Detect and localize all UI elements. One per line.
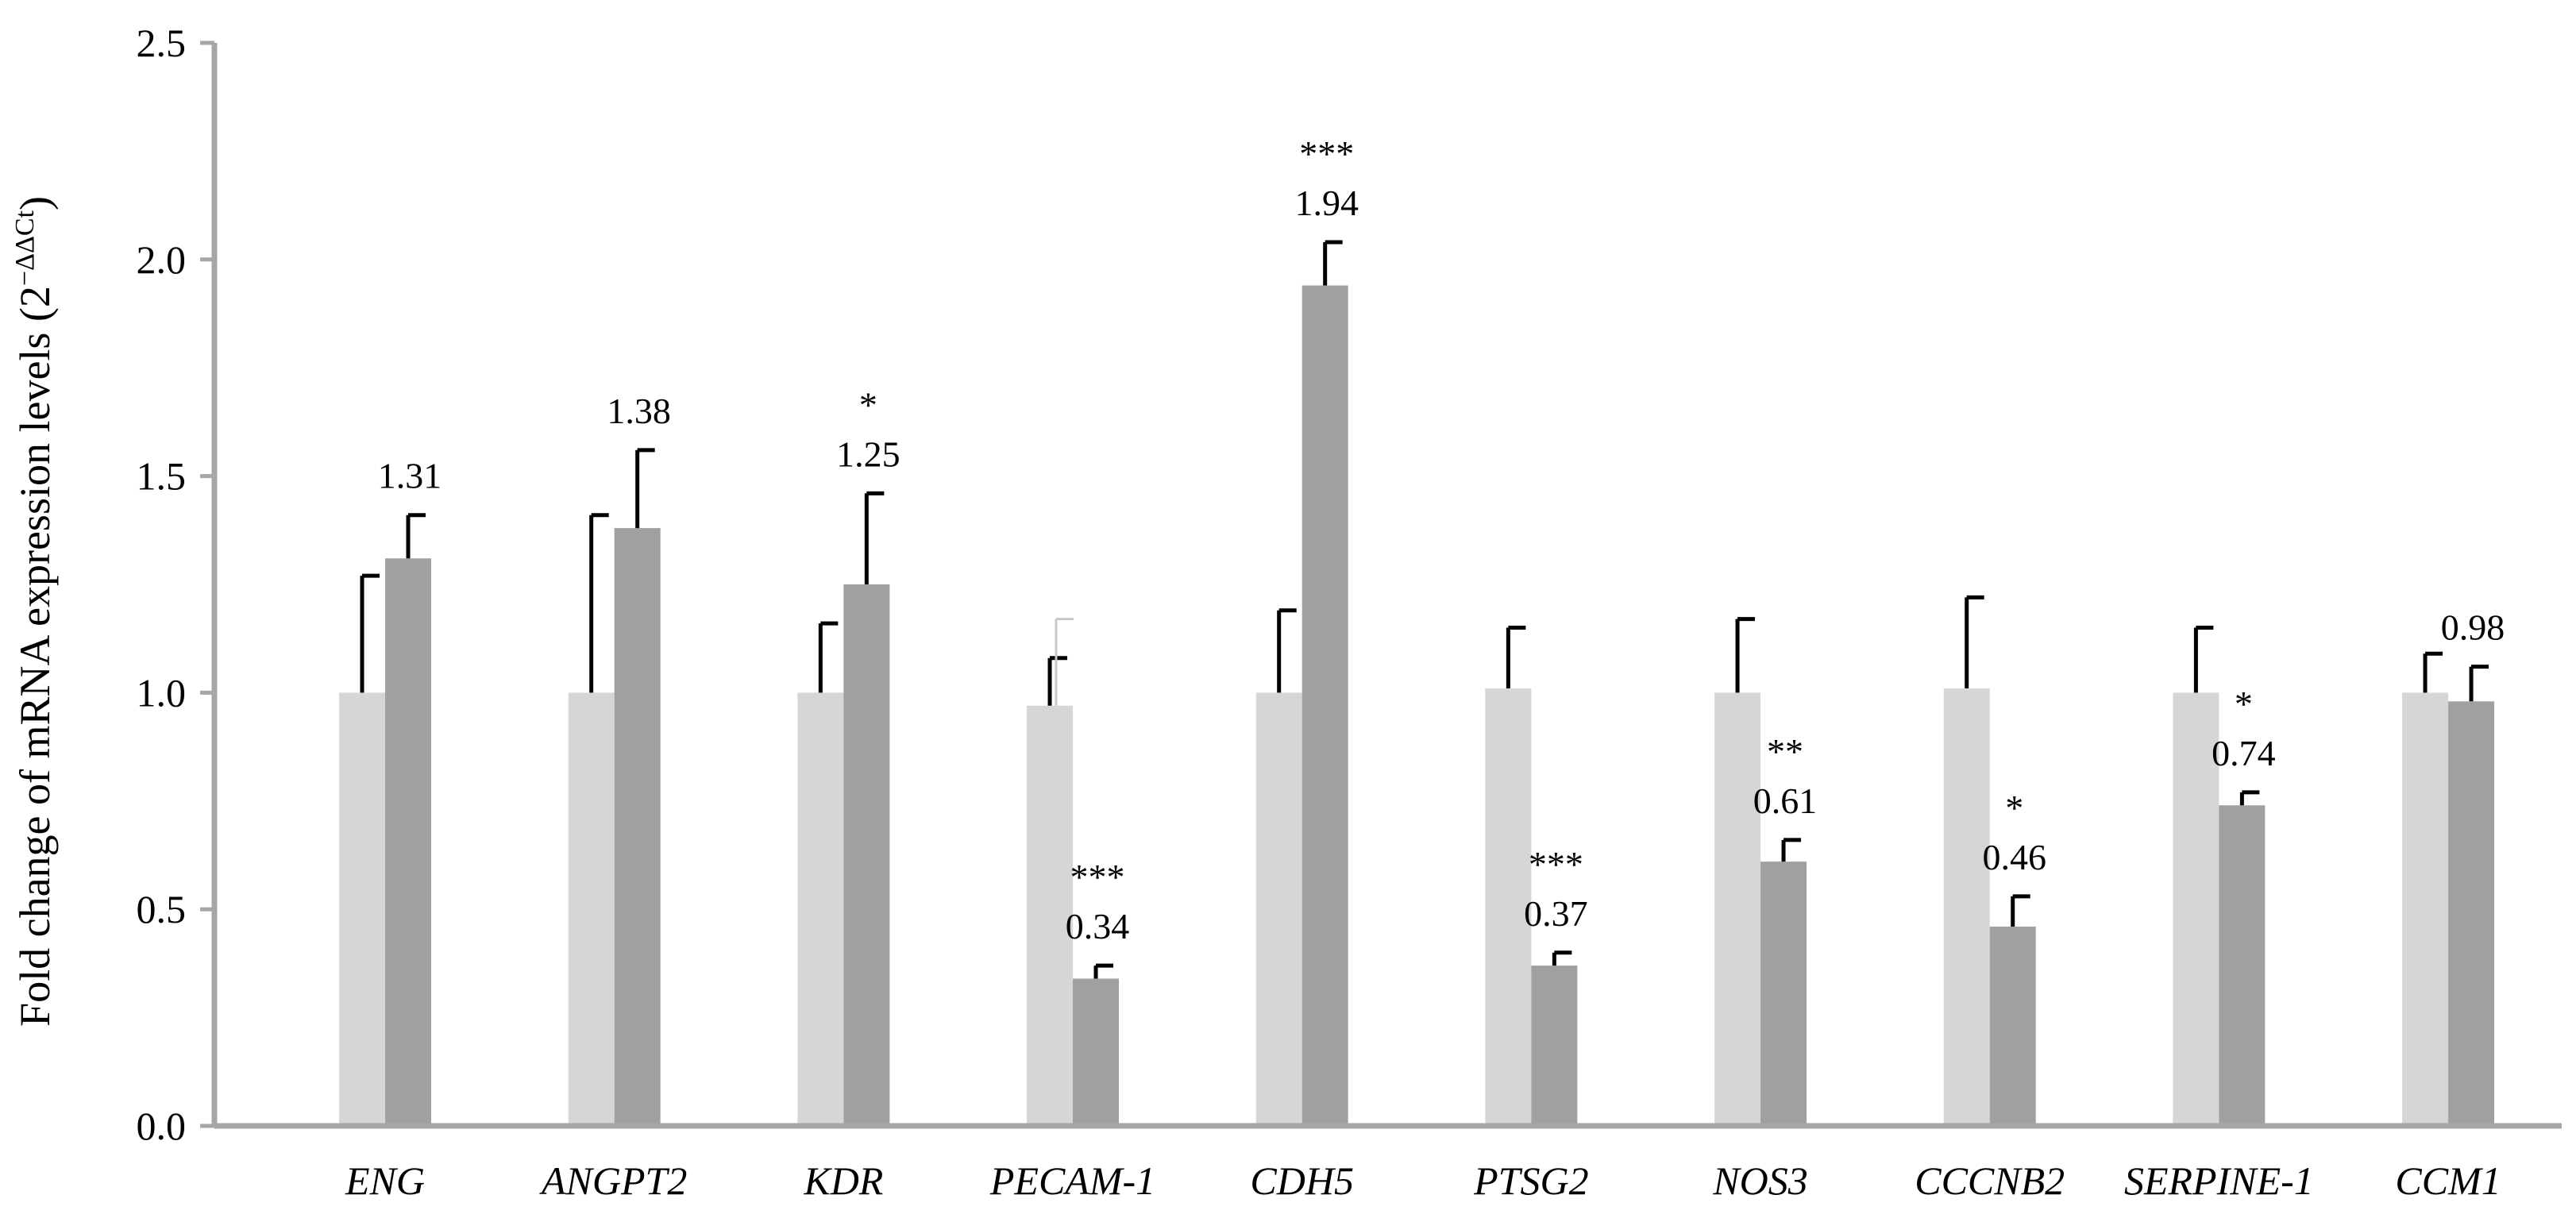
data-label: 0.34 (1066, 906, 1130, 946)
significance-marker: *** (1529, 844, 1583, 885)
y-tick-label: 2.0 (137, 237, 187, 282)
data-label: 1.31 (378, 456, 442, 496)
data-label: 0.37 (1524, 893, 1588, 934)
x-tick-label: PTSG2 (1473, 1158, 1588, 1203)
bar-series-2-cccnb2 (1989, 927, 2036, 1126)
bar-series-2-serpine-1 (2219, 805, 2266, 1126)
y-axis-label-close: ) (11, 196, 59, 210)
data-label: 1.25 (836, 434, 900, 474)
svg-text:Fold change of mRNA expression: Fold change of mRNA expression levels (2… (10, 196, 59, 1027)
x-tick-label: PECAM-1 (989, 1158, 1155, 1203)
data-label: 0.98 (2441, 607, 2505, 648)
y-tick-label: 2.5 (137, 21, 187, 65)
x-tick-label: ENG (345, 1158, 425, 1203)
y-axis-label-text: Fold change of mRNA expression levels (2 (11, 286, 59, 1027)
x-tick-label: KDR (803, 1158, 883, 1203)
bar-series-1-eng (339, 692, 385, 1126)
y-tick-label: 0.0 (137, 1104, 187, 1148)
bar-series-1-kdr (797, 692, 844, 1126)
significance-marker: ** (1767, 731, 1803, 772)
x-tick-label: CDH5 (1250, 1158, 1354, 1203)
bar-series-1-cdh5 (1255, 692, 1302, 1126)
x-tick-label: SERPINE-1 (2124, 1158, 2314, 1203)
bar-series-1-ptsg2 (1485, 688, 1532, 1126)
bar-series-2-cdh5 (1301, 285, 1348, 1126)
bar-series-1-serpine-1 (2173, 692, 2219, 1126)
bar-series-2-nos3 (1760, 861, 1807, 1126)
bar-series-2-pecam-1 (1073, 978, 1120, 1126)
data-label: 1.94 (1294, 183, 1359, 223)
bar-series-2-angpt2 (614, 528, 661, 1126)
bar-series-1-cccnb2 (1943, 688, 1990, 1126)
significance-marker: * (2005, 788, 2023, 828)
data-label: 1.38 (607, 391, 671, 431)
significance-marker: *** (1070, 857, 1125, 897)
bar-series-1-ccm1 (2402, 692, 2449, 1126)
bar-series-2-ptsg2 (1531, 966, 1578, 1126)
y-tick-label: 0.5 (137, 887, 187, 931)
y-tick-label: 1.5 (137, 454, 187, 499)
x-tick-label: NOS3 (1712, 1158, 1807, 1203)
y-axis-label-superscript: −ΔΔCt (10, 210, 40, 286)
significance-marker: *** (1299, 133, 1354, 174)
bar-series-2-ccm1 (2448, 701, 2495, 1126)
bar-series-1-nos3 (1714, 692, 1761, 1126)
y-tick-label: 1.0 (137, 670, 187, 715)
x-tick-label: CCM1 (2395, 1158, 2501, 1203)
significance-marker: * (2235, 684, 2253, 724)
bar-series-2-kdr (843, 584, 890, 1126)
x-tick-label: ANGPT2 (539, 1158, 687, 1203)
data-label: 0.61 (1753, 781, 1818, 821)
data-label: 0.46 (1982, 837, 2046, 877)
bar-series-1-angpt2 (568, 692, 615, 1126)
x-tick-label: CCCNB2 (1915, 1158, 2065, 1203)
bar-series-1-pecam-1 (1027, 705, 1074, 1126)
bar-series-2-eng (385, 558, 431, 1126)
data-label: 0.74 (2212, 733, 2276, 773)
y-axis-label: Fold change of mRNA expression levels (2… (10, 196, 59, 1027)
significance-marker: * (859, 384, 877, 425)
